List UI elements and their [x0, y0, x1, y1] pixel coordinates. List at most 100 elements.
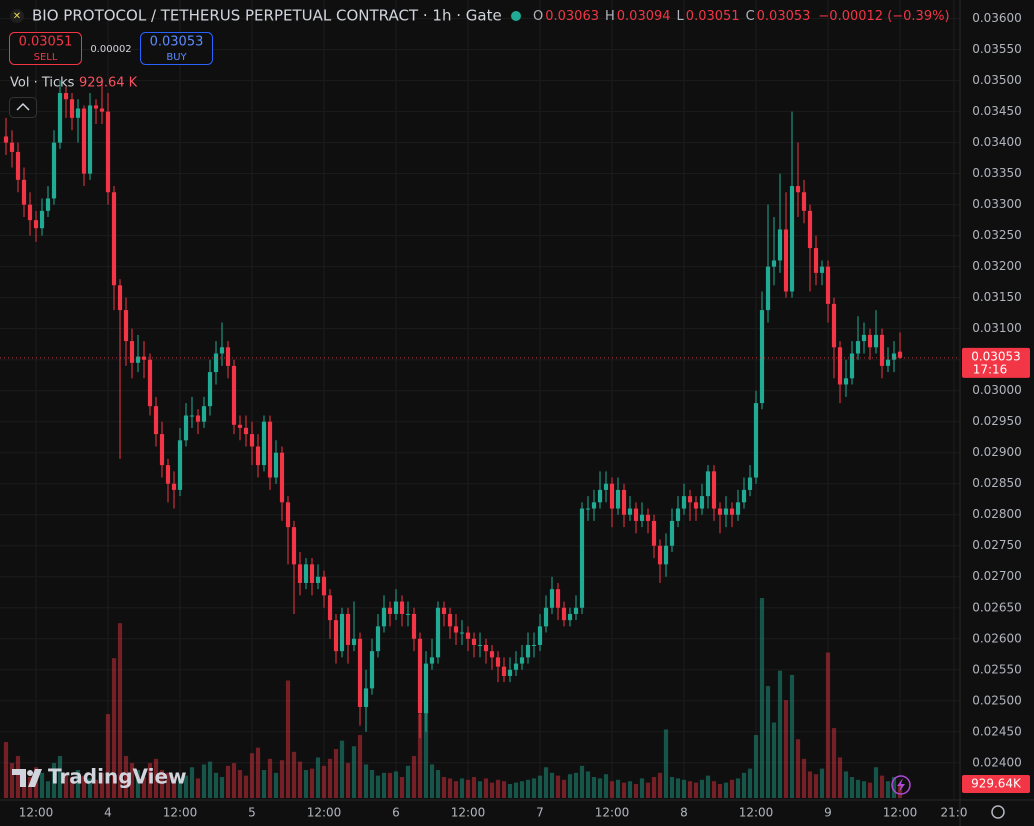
- volume-bar: [69, 777, 75, 798]
- volume-bar: [711, 781, 717, 798]
- symbol-title[interactable]: BIO PROTOCOL / TETHERUS PERPETUAL CONTRA…: [32, 7, 502, 25]
- volume-bar: [609, 781, 615, 798]
- candle-body: [381, 607, 387, 627]
- volume-layer: [3, 598, 903, 798]
- candle-body: [717, 508, 723, 515]
- volume-bar: [93, 779, 99, 798]
- brand-logo: [12, 769, 42, 787]
- candle-body: [219, 347, 225, 354]
- volume-bar: [513, 782, 519, 798]
- candle-body: [291, 527, 297, 565]
- x-tick-label: 12:00: [739, 806, 774, 820]
- volume-bar: [237, 770, 243, 798]
- volume-bar: [375, 775, 381, 798]
- candle-body: [669, 520, 675, 546]
- volume-indicator-value: 929.64 K: [79, 76, 138, 91]
- volume-bar: [639, 778, 645, 798]
- candle-body: [57, 93, 63, 143]
- volume-bar: [315, 757, 321, 798]
- brand-name: TradingView: [48, 765, 187, 789]
- candle-body: [297, 564, 303, 583]
- candle-body: [387, 607, 393, 614]
- candle-body: [165, 465, 171, 484]
- candle-body: [651, 520, 657, 546]
- candle-body: [801, 192, 807, 211]
- candle-body: [591, 502, 597, 509]
- candle-body: [423, 663, 429, 714]
- collapse-icon: [16, 102, 30, 111]
- y-tick-label: 0.02550: [972, 662, 1022, 676]
- candle-body: [87, 105, 93, 174]
- volume-bar: [9, 763, 15, 798]
- volume-bar: [897, 784, 903, 798]
- volume-bar: [579, 765, 585, 798]
- volume-bar: [555, 775, 561, 798]
- candle-body: [303, 564, 309, 583]
- volume-bar: [381, 772, 387, 798]
- candle-body: [465, 632, 471, 639]
- volume-bar: [15, 756, 21, 798]
- volume-bar: [405, 765, 411, 798]
- volume-bar: [615, 779, 621, 798]
- volume-bar: [657, 772, 663, 798]
- candle-body: [195, 415, 201, 422]
- y-tick-label: 0.03400: [972, 135, 1022, 149]
- volume-bar: [525, 779, 531, 798]
- sell-price: 0.03051: [19, 35, 73, 50]
- volume-bar: [429, 764, 435, 798]
- volume-bar: [627, 781, 633, 798]
- volume-bar: [477, 781, 483, 798]
- volume-bar: [603, 774, 609, 798]
- candle-body: [489, 651, 495, 658]
- volume-bar: [117, 623, 123, 798]
- candle-body: [603, 483, 609, 490]
- symbol-icon: [10, 9, 24, 23]
- candle-body: [351, 638, 357, 645]
- volume-bar: [693, 782, 699, 798]
- candle-body: [447, 613, 453, 627]
- candle-body: [687, 496, 693, 503]
- volume-bar: [885, 781, 891, 798]
- sell-button[interactable]: [9, 32, 82, 65]
- y-tick-label: 0.02450: [972, 724, 1022, 738]
- volume-bar: [387, 772, 393, 798]
- volume-bar: [489, 782, 495, 798]
- volume-bar: [327, 758, 333, 798]
- candle-body: [117, 285, 123, 311]
- candle-body: [507, 669, 513, 676]
- buy-button[interactable]: [140, 32, 213, 65]
- candle-body: [417, 638, 423, 714]
- volume-bar: [333, 749, 339, 798]
- collapse-button[interactable]: [9, 97, 37, 118]
- y-tick-label: 0.03500: [972, 73, 1022, 87]
- volume-bar: [363, 764, 369, 798]
- candle-body: [363, 688, 369, 707]
- settings-button[interactable]: [991, 805, 1005, 819]
- volume-bar: [717, 784, 723, 798]
- volume-bar: [813, 774, 819, 798]
- candle-body: [333, 620, 339, 652]
- volume-bar: [195, 778, 201, 798]
- lightning-button[interactable]: [891, 775, 911, 795]
- candle-body: [279, 452, 285, 503]
- volume-bar: [105, 714, 111, 798]
- candle-body: [615, 489, 621, 509]
- y-tick-label: 0.02700: [972, 569, 1022, 583]
- candle-body: [159, 434, 165, 466]
- volume-bar: [135, 770, 141, 798]
- volume-bar: [879, 775, 885, 798]
- volume-bar: [27, 777, 33, 798]
- candle-body: [573, 607, 579, 614]
- candle-body: [513, 663, 519, 670]
- y-tick-label: 0.02950: [972, 414, 1022, 428]
- volume-bar: [189, 767, 195, 798]
- volume-bar: [663, 729, 669, 798]
- volume-badge-label: 929.64K: [971, 777, 1022, 791]
- volume-bar: [183, 775, 189, 798]
- last-price-label: 0.03053: [971, 349, 1021, 363]
- y-tick-label: 0.02400: [972, 755, 1022, 769]
- volume-bar: [3, 742, 9, 798]
- volume-bar: [303, 770, 309, 798]
